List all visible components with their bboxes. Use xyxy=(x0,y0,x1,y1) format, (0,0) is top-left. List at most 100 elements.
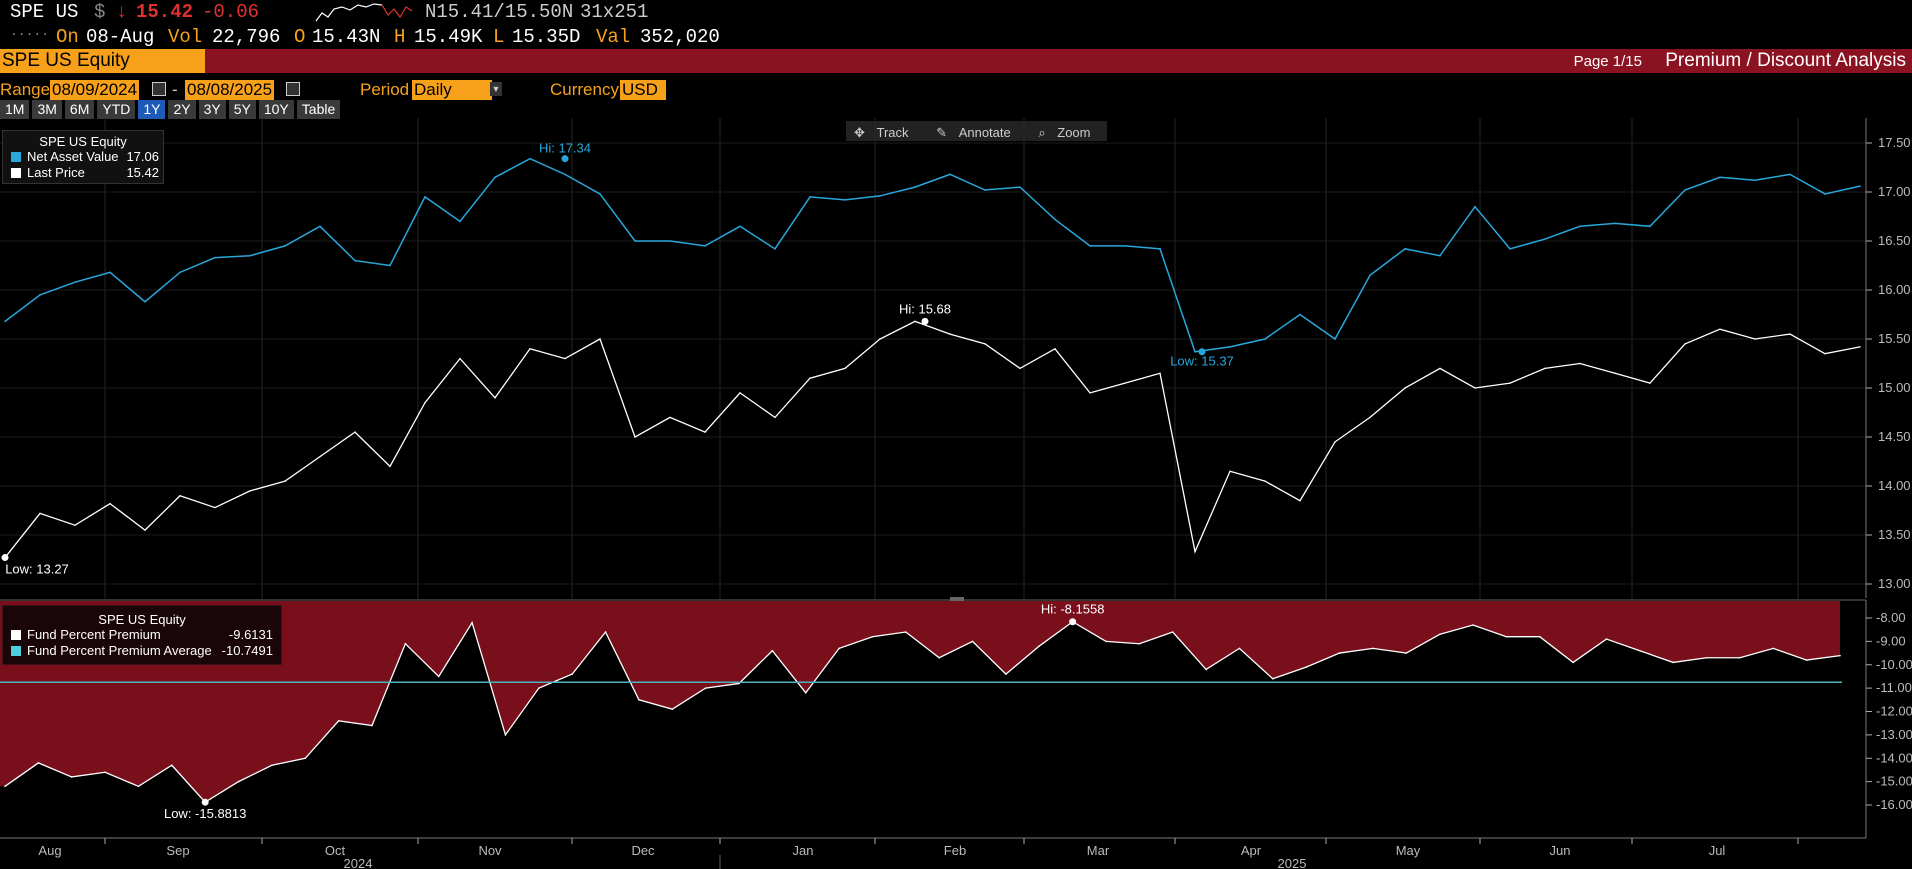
price-point xyxy=(669,416,671,419)
price-point xyxy=(389,465,391,468)
legend-item-premium[interactable]: Fund Percent Premium -9.6131 xyxy=(3,627,281,643)
quote-stats: ..... On 08-Aug Vol 22,796 O 15.43N H 15… xyxy=(0,24,1912,48)
nav-point xyxy=(4,320,6,323)
period-button-6m[interactable]: 6M xyxy=(64,100,95,119)
premium-point xyxy=(437,675,440,678)
val-label: Val xyxy=(596,26,631,48)
period-button-3m[interactable]: 3M xyxy=(32,100,62,119)
nav-high-label: Hi: 17.34 xyxy=(539,141,591,156)
nav-point xyxy=(739,225,741,228)
nav-point xyxy=(389,264,391,267)
legend-label: Fund Percent Premium xyxy=(27,627,161,642)
period-button-1y[interactable]: 1Y xyxy=(138,100,166,119)
price-point xyxy=(1404,387,1406,389)
legend-value: 15.42 xyxy=(126,165,159,180)
nav-point xyxy=(1369,274,1371,277)
y-tick-label: -12.00 xyxy=(1876,704,1912,719)
year-label: 2025 xyxy=(1278,856,1307,869)
price-point xyxy=(809,377,811,379)
price-point xyxy=(1264,480,1266,482)
legend-swatch-price xyxy=(11,168,21,178)
end-date-input[interactable]: 08/08/2025 xyxy=(185,80,275,100)
legend-label: Last Price xyxy=(27,165,85,180)
price-point xyxy=(1019,367,1021,370)
y-tick-label: -16.00 xyxy=(1876,797,1912,812)
y-tick-label: -8.00 xyxy=(1876,610,1906,625)
start-date-input[interactable]: 08/09/2024 xyxy=(50,80,140,100)
chart-toolbar: ✥ Track ✎ Annotate ⌕ Zoom xyxy=(846,121,1107,141)
price-point xyxy=(879,338,881,340)
price-low-marker xyxy=(1,554,9,562)
premium-point xyxy=(1405,652,1408,654)
premium-point xyxy=(1238,647,1241,650)
premium-point xyxy=(671,708,674,710)
currency-input[interactable]: USD xyxy=(620,80,666,100)
calendar-icon[interactable] xyxy=(286,82,300,96)
premium-point xyxy=(271,764,273,767)
security-badge[interactable]: SPE US Equity xyxy=(0,49,205,73)
legend-title: SPE US Equity xyxy=(98,612,186,627)
premium-high-marker xyxy=(1069,618,1077,626)
price-point xyxy=(564,357,566,360)
premium-point xyxy=(1138,642,1141,645)
price-point xyxy=(1509,382,1511,384)
track-label: Track xyxy=(876,125,909,140)
y-tick-label: -10.00 xyxy=(1876,657,1912,672)
down-arrow-icon: ↓ xyxy=(116,1,128,23)
legend-item-price[interactable]: Last Price 15.42 xyxy=(3,165,163,181)
price-change: -0.06 xyxy=(202,1,260,23)
menu-dots[interactable]: ..... xyxy=(10,24,50,39)
high-label: H xyxy=(394,26,406,48)
price-point xyxy=(249,490,251,492)
premium-point xyxy=(1605,638,1608,640)
price-point xyxy=(1544,367,1546,370)
period-select[interactable]: Daily xyxy=(412,80,492,100)
zoom-button[interactable]: ⌕ Zoom xyxy=(1030,121,1106,144)
premium-point xyxy=(1739,656,1741,659)
period-button-2y[interactable]: 2Y xyxy=(168,100,196,119)
y-tick-label: 15.50 xyxy=(1878,331,1911,346)
annotate-label: Annotate xyxy=(958,125,1011,140)
price-point xyxy=(949,333,951,335)
y-tick-label: -9.00 xyxy=(1876,633,1906,648)
premium-point xyxy=(471,621,473,624)
nav-point xyxy=(214,256,216,259)
on-label: On xyxy=(56,26,79,48)
period-button-10y[interactable]: 10Y xyxy=(258,100,294,119)
legend-item-average[interactable]: Fund Percent Premium Average -10.7491 xyxy=(3,643,281,659)
annotate-button[interactable]: ✎ Annotate xyxy=(928,121,1027,144)
period-button-table[interactable]: Table xyxy=(296,100,341,119)
price-point xyxy=(1789,333,1791,335)
nav-point xyxy=(1579,225,1581,228)
nav-point xyxy=(1054,218,1056,221)
legend-item-nav[interactable]: Net Asset Value 17.06 xyxy=(3,149,163,165)
period-button-1m[interactable]: 1M xyxy=(0,100,30,119)
nav-point xyxy=(424,196,426,198)
premium-point xyxy=(538,687,540,689)
price-point xyxy=(1649,382,1651,384)
price-point xyxy=(179,495,181,497)
nav-point xyxy=(1089,245,1091,247)
nav-point xyxy=(914,186,916,188)
premium-point xyxy=(1505,635,1508,638)
calendar-icon[interactable] xyxy=(152,82,166,96)
period-button-ytd[interactable]: YTD xyxy=(97,100,136,119)
period-button-3y[interactable]: 3Y xyxy=(198,100,226,119)
nav-point xyxy=(844,199,846,201)
nav-point xyxy=(984,189,986,191)
premium-point xyxy=(1038,645,1041,647)
nav-point xyxy=(704,245,706,247)
track-button[interactable]: ✥ Track xyxy=(846,121,925,144)
nav-point xyxy=(74,281,76,283)
price-point xyxy=(1369,416,1371,419)
period-button-5y[interactable]: 5Y xyxy=(228,100,256,119)
price-point xyxy=(74,524,76,526)
chevron-down-icon[interactable]: ▼ xyxy=(490,82,502,96)
x-tick-label: Dec xyxy=(631,843,655,858)
open-label: O xyxy=(294,26,306,48)
legend-label: Net Asset Value xyxy=(27,149,119,164)
premium-point xyxy=(1438,633,1441,636)
legend-value: -9.6131 xyxy=(228,627,273,642)
ticker-symbol[interactable]: SPE US xyxy=(10,1,79,23)
premium-point xyxy=(771,649,774,652)
